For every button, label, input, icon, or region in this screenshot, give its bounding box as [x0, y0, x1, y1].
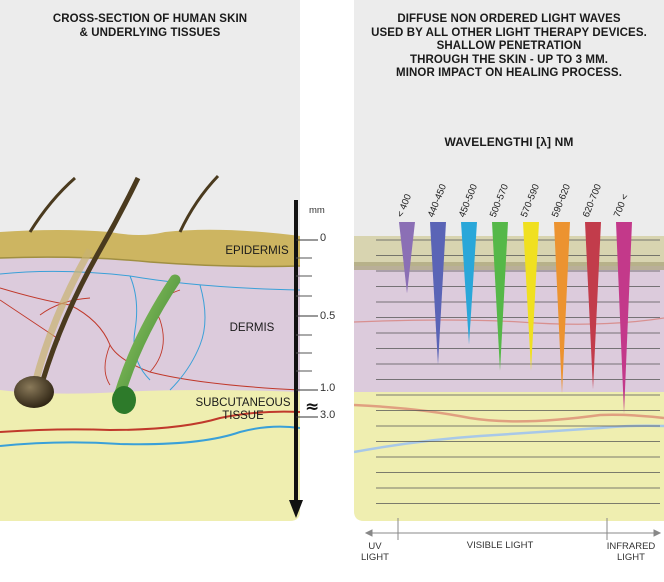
spectrum-bar: [364, 518, 662, 540]
scale-tick-1-0: 1.0: [320, 382, 336, 394]
subcutaneous-layer: [0, 388, 300, 521]
hair-bulb: [14, 376, 54, 408]
description-line-4: THROUGH THE SKIN - UP TO 3 MM.: [409, 53, 609, 66]
wavelength-beam-7: [616, 222, 632, 414]
right-skin-layers: [354, 222, 664, 521]
scale-tick-0-5: 0.5: [320, 310, 336, 322]
wavelength-beam-3: [492, 222, 508, 371]
uv-light-label: UV LIGHT: [354, 541, 396, 563]
right-description: DIFFUSE NON ORDERED LIGHT WAVES USED BY …: [354, 13, 664, 81]
wavelength-title: WAVELENGTHI [λ] NM: [444, 135, 574, 149]
description-line-2: USED BY ALL OTHER LIGHT THERAPY DEVICES.: [371, 26, 647, 39]
visible-light-label: VISIBLE LIGHT: [466, 540, 534, 551]
wavelength-beam-1: [430, 222, 446, 365]
scale-break-symbol: ≈: [305, 397, 319, 417]
uv-label-line-1: UV: [368, 541, 382, 552]
description-line-1: DIFFUSE NON ORDERED LIGHT WAVES: [397, 13, 621, 25]
wavelength-beam-2: [461, 222, 477, 345]
wavelength-beam-5: [554, 222, 570, 394]
wavelength-beam-4: [523, 222, 539, 371]
depth-scale: ≈: [289, 200, 319, 518]
left-title: CROSS-SECTION OF HUMAN SKIN & UNDERLYING…: [10, 13, 290, 40]
wavelength-triangles: [399, 222, 632, 414]
infrared-label-line-1: INFRARED: [606, 541, 656, 552]
scale-unit-label: mm: [309, 205, 325, 216]
description-line-3: SHALLOW PENETRATION: [436, 40, 582, 52]
dermis-label: DERMIS: [229, 322, 275, 334]
wavelength-beam-6: [585, 222, 601, 390]
infrared-label-line-2: LIGHT: [617, 552, 645, 563]
epidermis-label: EPIDERMIS: [225, 245, 289, 257]
uv-label-line-2: LIGHT: [361, 552, 389, 563]
depth-grid: [376, 239, 660, 504]
infrared-light-label: INFRARED LIGHT: [600, 541, 662, 563]
left-title-line-2: & UNDERLYING TISSUES: [79, 26, 221, 39]
left-title-line-1: CROSS-SECTION OF HUMAN SKIN: [52, 13, 248, 25]
scale-tick-3-0: 3.0: [320, 409, 336, 421]
left-skin-layers: [0, 174, 300, 521]
description-line-5: MINOR IMPACT ON HEALING PROCESS.: [396, 67, 622, 79]
subcutaneous-label: SUBCUTANEOUS TISSUE: [178, 397, 308, 423]
subcutaneous-label-line-2: TISSUE: [222, 410, 264, 422]
subcutaneous-label-line-1: SUBCUTANEOUS: [195, 397, 291, 409]
wavelength-beam-0: [399, 222, 415, 294]
scale-tick-0: 0: [320, 232, 327, 244]
